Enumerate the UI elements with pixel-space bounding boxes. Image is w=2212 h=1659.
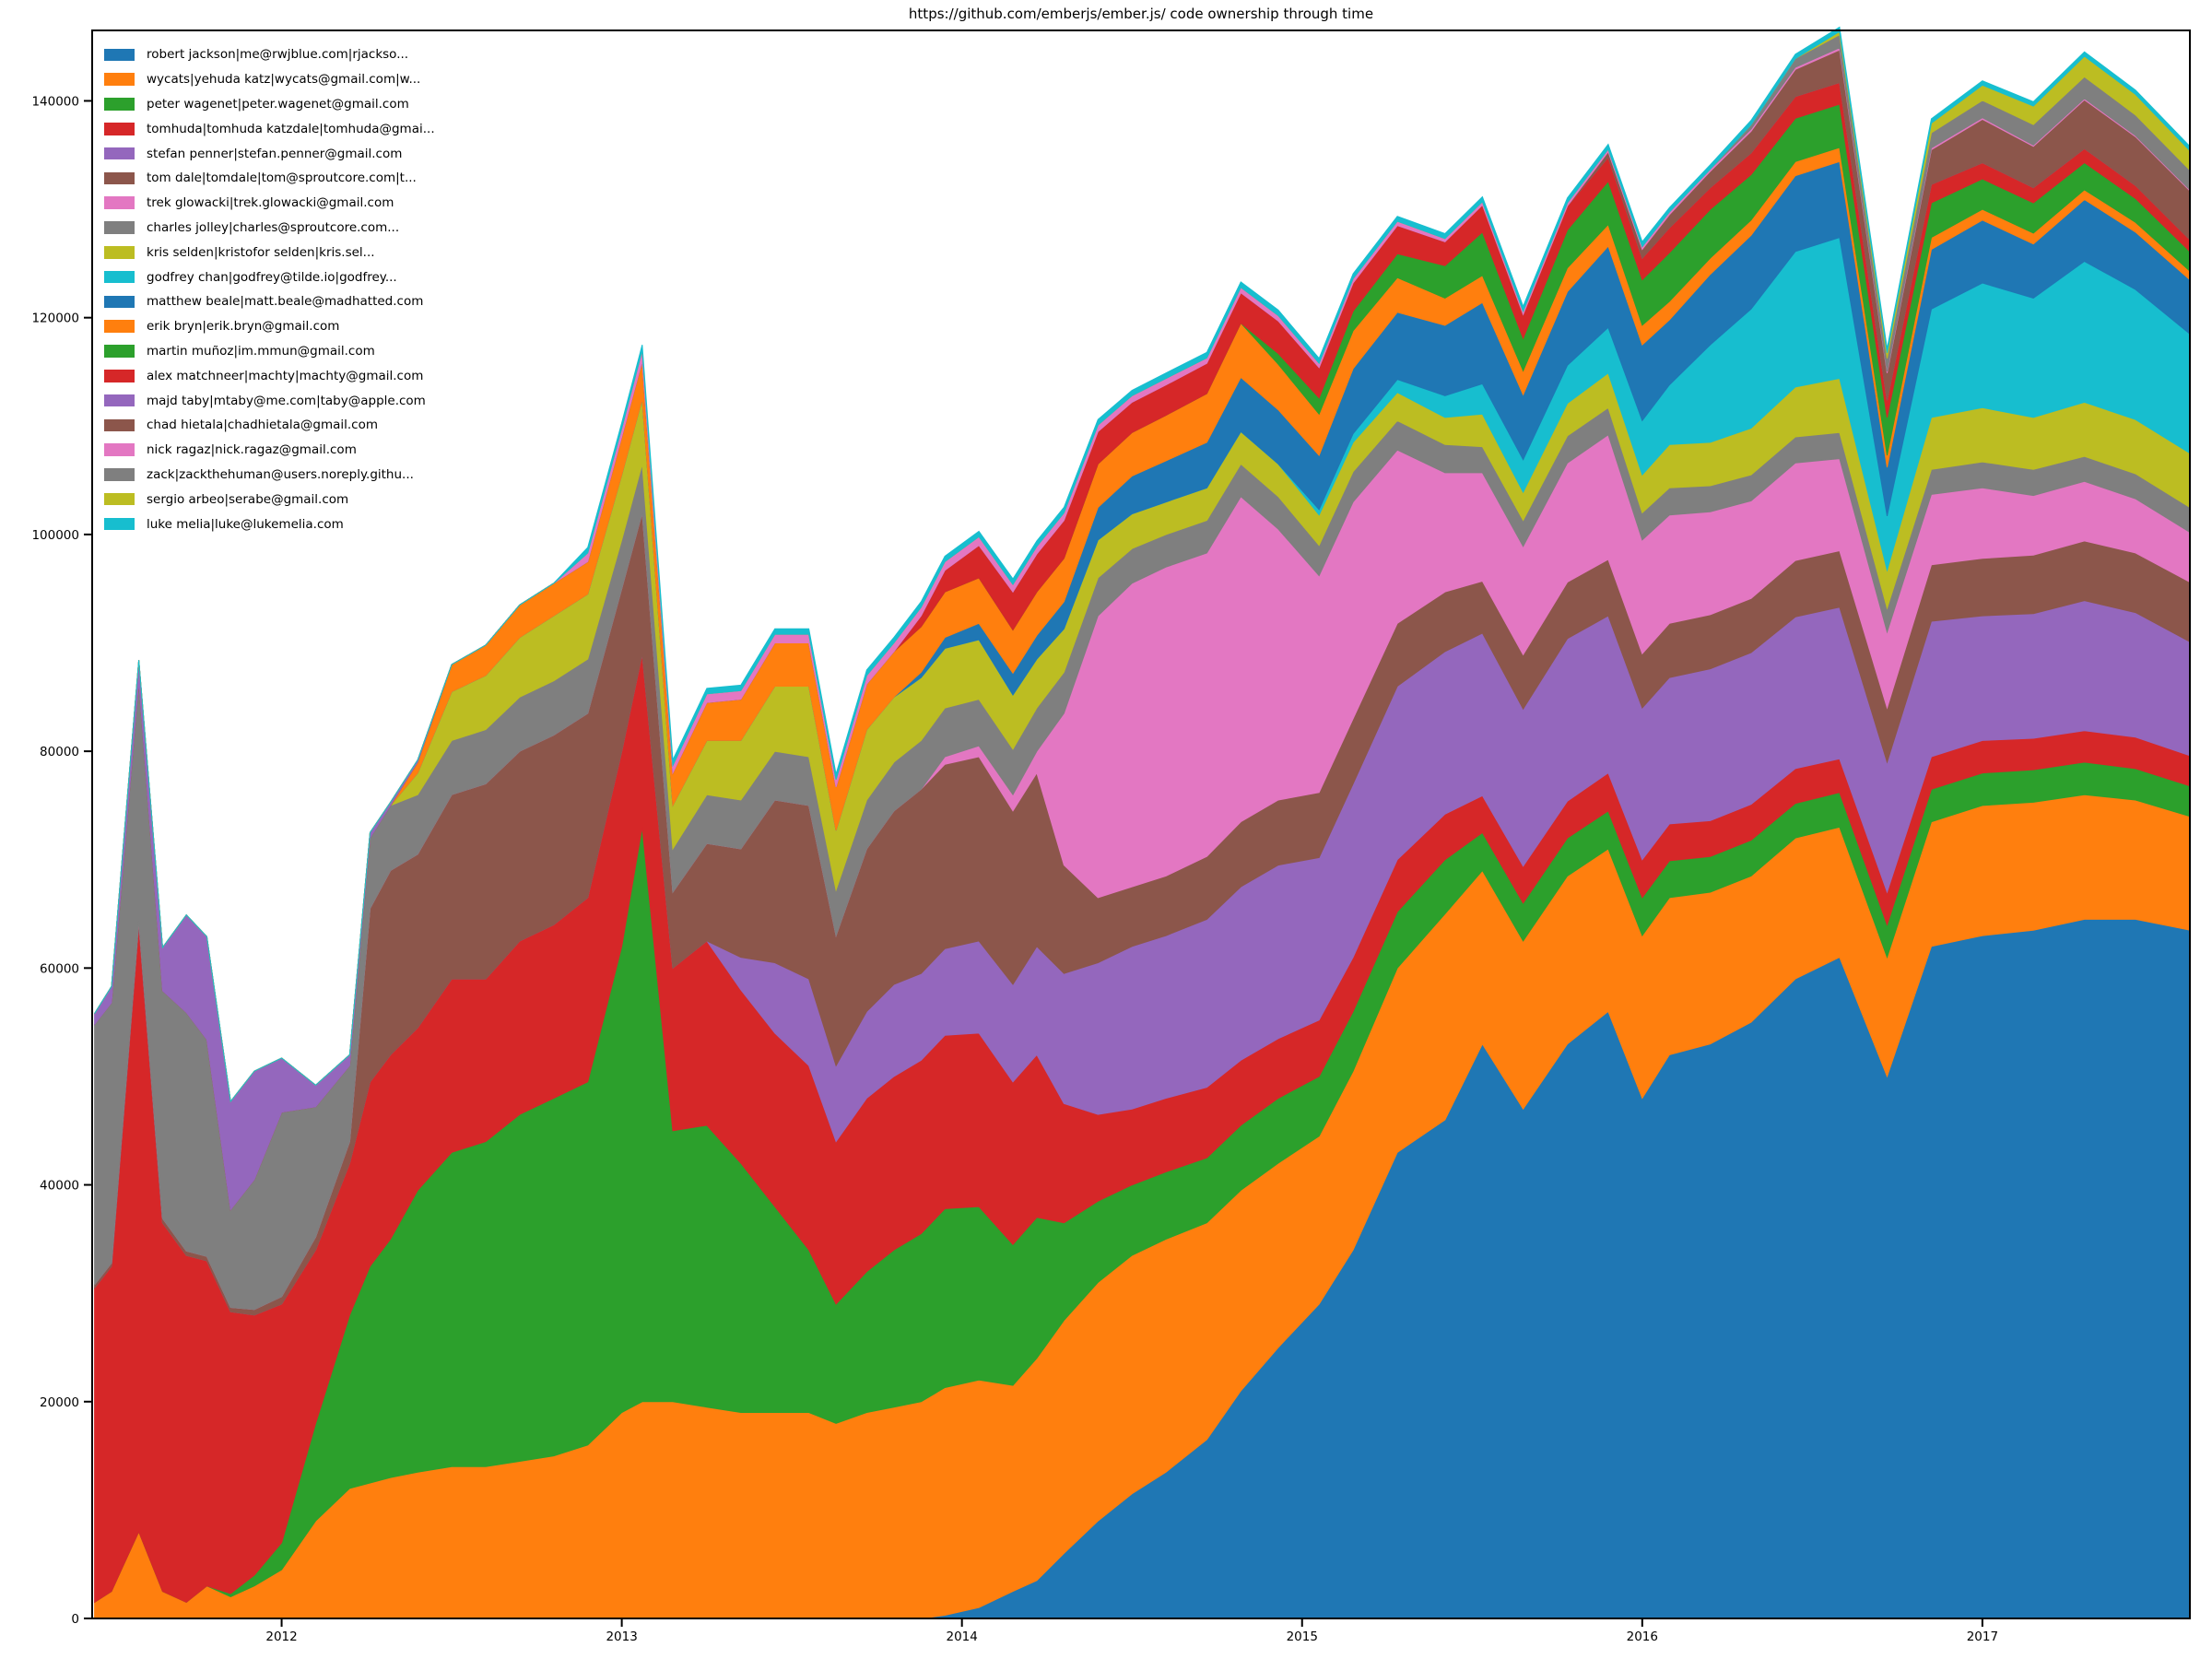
legend-swatch-icon — [104, 147, 135, 160]
x-tick-label: 2013 — [606, 1630, 637, 1644]
legend-label: zack|zackthehuman@users.noreply.githu... — [147, 466, 414, 482]
legend-label: nick ragaz|nick.ragaz@gmail.com — [147, 442, 357, 458]
legend-item: charles jolley|charles@sproutcore.com... — [104, 216, 435, 241]
legend-label: alex matchneer|machty|machty@gmail.com — [147, 368, 424, 383]
legend-swatch-icon — [104, 492, 135, 506]
y-tick-label: 120000 — [31, 312, 79, 326]
legend-label: godfrey chan|godfrey@tilde.io|godfrey... — [147, 269, 397, 285]
legend-swatch-icon — [104, 394, 135, 407]
legend-item: martin muñoz|im.mmun@gmail.com — [104, 339, 435, 364]
x-tick-label: 2016 — [1627, 1630, 1658, 1644]
legend-item: luke melia|luke@lukemelia.com — [104, 512, 435, 536]
y-tick-label: 140000 — [31, 94, 79, 109]
x-tick-label: 2015 — [1287, 1630, 1318, 1644]
legend-swatch-icon — [104, 48, 135, 62]
legend-label: erik bryn|erik.bryn@gmail.com — [147, 319, 340, 335]
legend-item: peter wagenet|peter.wagenet@gmail.com — [104, 92, 435, 117]
legend-label: stefan penner|stefan.penner@gmail.com — [147, 146, 403, 161]
legend-label: martin muñoz|im.mmun@gmail.com — [147, 343, 375, 359]
legend-swatch-icon — [104, 98, 135, 111]
legend-item: chad hietala|chadhietala@gmail.com — [104, 413, 435, 438]
legend-item: nick ragaz|nick.ragaz@gmail.com — [104, 438, 435, 463]
x-tick-label: 2017 — [1967, 1630, 1998, 1644]
legend-label: charles jolley|charles@sproutcore.com... — [147, 219, 400, 235]
legend-item: tomhuda|tomhuda katzdale|tomhuda@gmai... — [104, 116, 435, 141]
legend-swatch-icon — [104, 443, 135, 456]
legend-swatch-icon — [104, 270, 135, 284]
legend-label: chad hietala|chadhietala@gmail.com — [147, 418, 379, 433]
legend-label: majd taby|mtaby@me.com|taby@apple.com — [147, 393, 426, 408]
legend-item: trek glowacki|trek.glowacki@gmail.com — [104, 191, 435, 216]
legend-label: trek glowacki|trek.glowacki@gmail.com — [147, 195, 394, 211]
legend: robert jackson|me@rwjblue.com|rjackso...… — [104, 42, 435, 536]
legend-label: tom dale|tomdale|tom@sproutcore.com|t... — [147, 171, 417, 186]
legend-label: sergio arbeo|serabe@gmail.com — [147, 491, 349, 507]
legend-label: luke melia|luke@lukemelia.com — [147, 516, 344, 532]
legend-item: matthew beale|matt.beale@madhatted.com — [104, 289, 435, 314]
legend-label: tomhuda|tomhuda katzdale|tomhuda@gmai... — [147, 121, 435, 136]
legend-label: peter wagenet|peter.wagenet@gmail.com — [147, 96, 409, 112]
legend-swatch-icon — [104, 246, 135, 259]
legend-label: kris selden|kristofor selden|kris.sel... — [147, 244, 375, 260]
legend-swatch-icon — [104, 320, 135, 333]
y-tick-label: 0 — [71, 1612, 79, 1627]
y-tick-label: 20000 — [40, 1395, 79, 1410]
legend-item: sergio arbeo|serabe@gmail.com — [104, 487, 435, 512]
legend-swatch-icon — [104, 418, 135, 432]
legend-label: wycats|yehuda katz|wycats@gmail.com|w... — [147, 72, 421, 88]
y-tick-label: 40000 — [40, 1179, 79, 1194]
legend-item: stefan penner|stefan.penner@gmail.com — [104, 141, 435, 166]
y-tick-label: 60000 — [40, 961, 79, 976]
legend-item: tom dale|tomdale|tom@sproutcore.com|t... — [104, 166, 435, 191]
legend-swatch-icon — [104, 196, 135, 209]
legend-item: majd taby|mtaby@me.com|taby@apple.com — [104, 388, 435, 413]
legend-item: godfrey chan|godfrey@tilde.io|godfrey... — [104, 265, 435, 289]
legend-item: zack|zackthehuman@users.noreply.githu... — [104, 463, 435, 488]
x-tick-label: 2012 — [265, 1630, 297, 1644]
legend-swatch-icon — [104, 221, 135, 234]
x-tick-label: 2014 — [947, 1630, 978, 1644]
legend-swatch-icon — [104, 468, 135, 481]
legend-swatch-icon — [104, 370, 135, 382]
legend-swatch-icon — [104, 345, 135, 358]
y-tick-label: 80000 — [40, 745, 79, 759]
legend-swatch-icon — [104, 171, 135, 185]
legend-swatch-icon — [104, 295, 135, 309]
legend-swatch-icon — [104, 517, 135, 531]
legend-item: robert jackson|me@rwjblue.com|rjackso... — [104, 42, 435, 67]
legend-label: robert jackson|me@rwjblue.com|rjackso... — [147, 47, 409, 63]
legend-item: alex matchneer|machty|machty@gmail.com — [104, 363, 435, 388]
legend-label: matthew beale|matt.beale@madhatted.com — [147, 294, 424, 310]
legend-swatch-icon — [104, 123, 135, 135]
legend-swatch-icon — [104, 73, 135, 86]
y-tick-label: 100000 — [31, 528, 79, 543]
axes-spines — [91, 29, 2191, 1619]
chart-title: https://github.com/emberjs/ember.js/ cod… — [908, 6, 1374, 22]
legend-item: kris selden|kristofor selden|kris.sel... — [104, 240, 435, 265]
legend-item: wycats|yehuda katz|wycats@gmail.com|w... — [104, 67, 435, 92]
legend-item: erik bryn|erik.bryn@gmail.com — [104, 314, 435, 339]
